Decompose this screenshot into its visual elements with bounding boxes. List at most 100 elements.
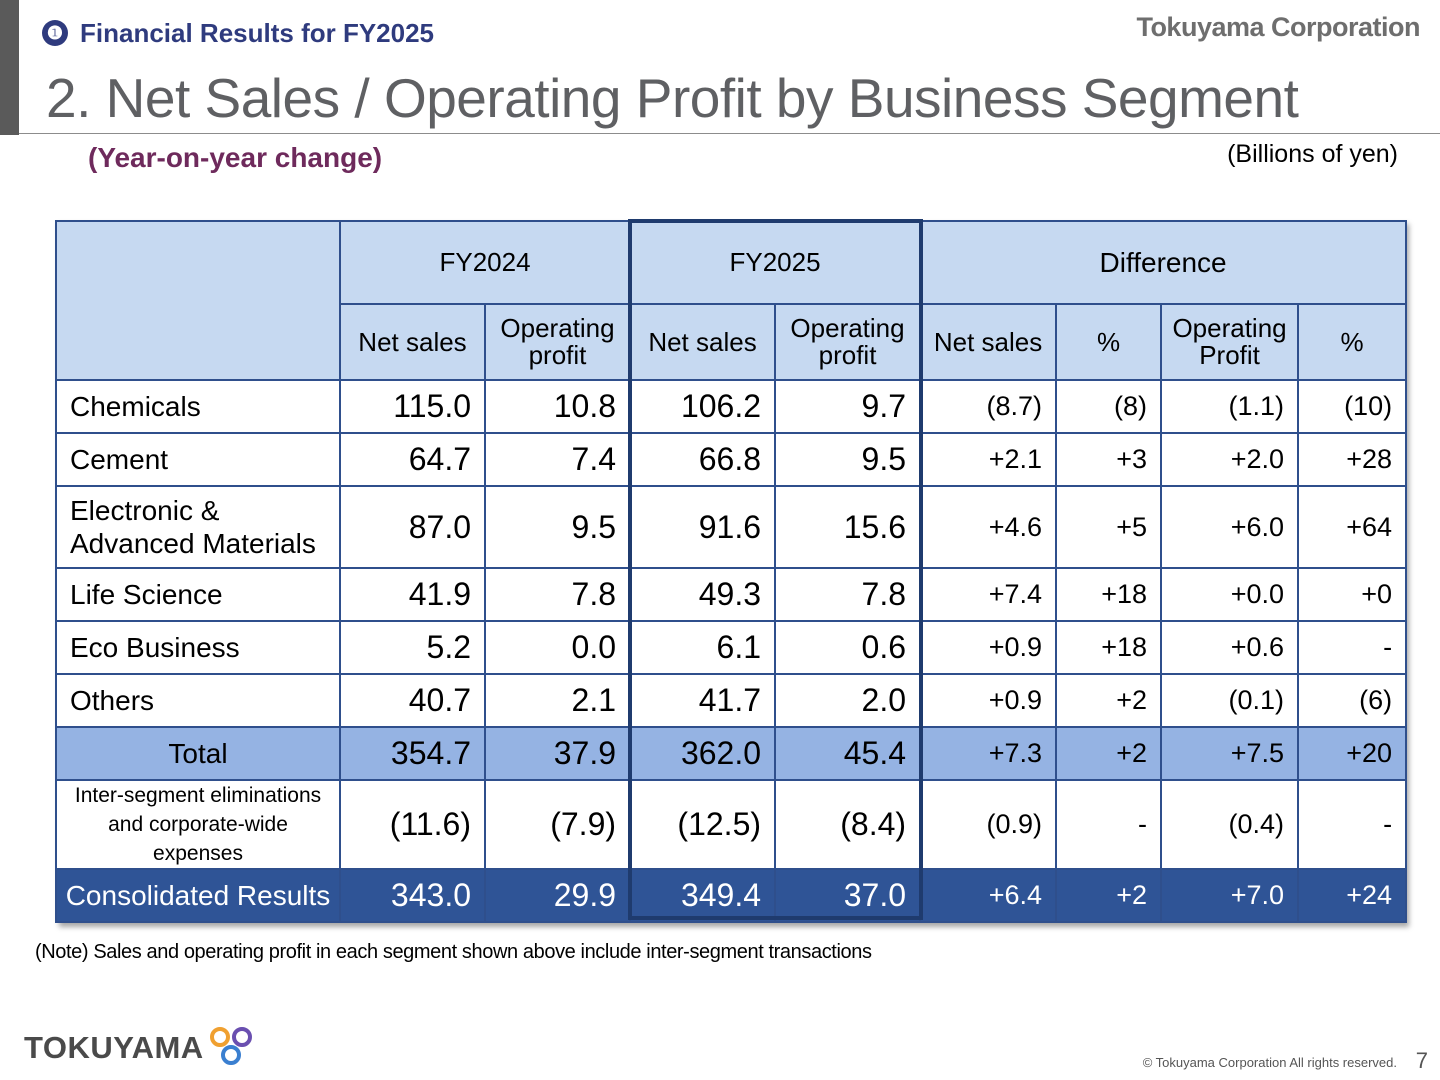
- cell-fy2024-operating-profit: 7.4: [483, 432, 632, 487]
- cell-fy2025-operating-profit: 7.8: [774, 567, 922, 622]
- header-diff-operating-profit-pct: %: [1297, 303, 1408, 381]
- left-accent-bar: [0, 0, 19, 135]
- row-label: Inter-segment eliminations and corporate-…: [55, 779, 341, 870]
- cell-diff-operating-profit: +0.0: [1160, 567, 1300, 622]
- cell-diff-operating-profit-pct: (10): [1297, 379, 1408, 434]
- company-name: Tokuyama Corporation: [1136, 12, 1420, 42]
- cell-diff-net-sales-pct: +2: [1055, 673, 1163, 728]
- row-label-line: Inter-segment eliminations: [74, 784, 322, 807]
- row-label: Total: [55, 726, 341, 781]
- row-others: Others 40.7 2.1 41.7 2.0 +0.9 +2 (0.1) (…: [55, 673, 1408, 728]
- header-row-columns: Net sales Operating profit Net sales Ope…: [56, 303, 1408, 381]
- cell-fy2024-operating-profit: 0.0: [483, 620, 632, 675]
- header-fy2025-net-sales: Net sales: [629, 303, 777, 381]
- cell-diff-operating-profit-pct: -: [1297, 779, 1408, 870]
- cell-diff-net-sales: +0.9: [919, 673, 1058, 728]
- cell-fy2025-net-sales: 91.6: [629, 485, 777, 569]
- row-label: Chemicals: [55, 379, 341, 434]
- cell-fy2025-net-sales: 349.4: [629, 868, 777, 923]
- cell-diff-net-sales: +0.9: [919, 620, 1058, 675]
- row-label-line: Electronic &: [70, 495, 220, 526]
- row-label-line: expenses: [153, 842, 243, 865]
- cell-fy2024-net-sales: 354.7: [339, 726, 486, 781]
- row-electronic-advanced-materials: Electronic & Advanced Materials 87.0 9.5 …: [55, 485, 1408, 569]
- row-label-line: and corporate-wide: [108, 813, 288, 836]
- cell-diff-net-sales: +4.6: [919, 485, 1058, 569]
- header-row-groups: FY2024 FY2025 Difference: [55, 220, 1408, 381]
- cell-fy2025-operating-profit: 0.6: [774, 620, 922, 675]
- cell-fy2024-net-sales: 343.0: [339, 868, 486, 923]
- row-eco-business: Eco Business 5.2 0.0 6.1 0.6 +0.9 +18 +0…: [55, 620, 1408, 675]
- row-label: Life Science: [55, 567, 341, 622]
- cell-diff-operating-profit: (0.4): [1160, 779, 1300, 870]
- cell-fy2025-operating-profit: 45.4: [774, 726, 922, 781]
- cell-fy2025-net-sales: 41.7: [629, 673, 777, 728]
- units-label: (Billions of yen): [1227, 140, 1398, 168]
- header-blank-cell: [55, 220, 341, 381]
- row-label-line: Advanced Materials: [70, 528, 316, 559]
- cell-diff-net-sales-pct: +2: [1055, 868, 1163, 923]
- cell-diff-operating-profit: +2.0: [1160, 432, 1300, 487]
- cell-fy2024-operating-profit: 2.1: [483, 673, 632, 728]
- cell-fy2024-operating-profit: 29.9: [483, 868, 632, 923]
- cell-fy2024-net-sales: 41.9: [339, 567, 486, 622]
- cell-diff-operating-profit-pct: +64: [1297, 485, 1408, 569]
- cell-fy2024-operating-profit: 9.5: [483, 485, 632, 569]
- cell-fy2025-operating-profit: (8.4): [774, 779, 922, 870]
- cell-fy2024-net-sales: 64.7: [339, 432, 486, 487]
- cell-fy2025-operating-profit: 2.0: [774, 673, 922, 728]
- header-fy2025-operating-profit: Operating profit: [774, 303, 922, 381]
- header-diff-operating-profit: Operating Profit: [1160, 303, 1300, 381]
- cell-diff-net-sales-pct: +18: [1055, 620, 1163, 675]
- logo-wordmark: TOKUYAMA: [24, 1030, 204, 1065]
- section-number-badge: ❶: [42, 20, 68, 46]
- header-diff-net-sales-pct: %: [1055, 303, 1163, 381]
- cell-diff-net-sales-pct: +5: [1055, 485, 1163, 569]
- cell-fy2025-net-sales: 6.1: [629, 620, 777, 675]
- row-label: Electronic & Advanced Materials: [55, 485, 341, 569]
- cell-fy2024-net-sales: 40.7: [339, 673, 486, 728]
- cell-diff-operating-profit: (1.1): [1160, 379, 1300, 434]
- header-difference: Difference: [919, 220, 1408, 305]
- header-fy2025: FY2025: [629, 220, 922, 305]
- cell-fy2024-net-sales: (11.6): [339, 779, 486, 870]
- cell-diff-net-sales-pct: +18: [1055, 567, 1163, 622]
- row-label: Eco Business: [55, 620, 341, 675]
- page-number: 7: [1415, 1048, 1428, 1073]
- company-logo: TOKUYAMA: [24, 1025, 258, 1071]
- cell-fy2025-net-sales: 66.8: [629, 432, 777, 487]
- cell-diff-operating-profit: +0.6: [1160, 620, 1300, 675]
- row-chemicals: Chemicals 115.0 10.8 106.2 9.7 (8.7) (8)…: [55, 379, 1408, 434]
- cell-fy2024-net-sales: 115.0: [339, 379, 486, 434]
- segment-table-container: FY2024 FY2025 Difference Net sales Opera…: [55, 220, 1408, 923]
- cell-diff-operating-profit-pct: +0: [1297, 567, 1408, 622]
- row-label: Others: [55, 673, 341, 728]
- cell-fy2025-operating-profit: 15.6: [774, 485, 922, 569]
- row-life-science: Life Science 41.9 7.8 49.3 7.8 +7.4 +18 …: [55, 567, 1408, 622]
- cell-fy2024-operating-profit: (7.9): [483, 779, 632, 870]
- cell-fy2024-net-sales: 87.0: [339, 485, 486, 569]
- copyright-text: © Tokuyama Corporation All rights reserv…: [1142, 1055, 1397, 1070]
- cell-diff-net-sales-pct: (8): [1055, 379, 1163, 434]
- cell-fy2024-operating-profit: 7.8: [483, 567, 632, 622]
- cell-fy2025-net-sales: 49.3: [629, 567, 777, 622]
- cell-diff-net-sales-pct: +2: [1055, 726, 1163, 781]
- cell-diff-operating-profit-pct: +28: [1297, 432, 1408, 487]
- subtitle: (Year-on-year change): [88, 142, 383, 173]
- header-fy2024: FY2024: [338, 220, 632, 305]
- cell-fy2025-operating-profit: 9.5: [774, 432, 922, 487]
- logo-rings-icon: [209, 1027, 252, 1065]
- row-label: Consolidated Results: [55, 868, 341, 923]
- cell-diff-operating-profit-pct: +24: [1297, 868, 1408, 923]
- header-diff-net-sales: Net sales: [919, 303, 1058, 381]
- segment-results-table: FY2024 FY2025 Difference Net sales Opera…: [55, 220, 1408, 923]
- cell-fy2024-operating-profit: 10.8: [483, 379, 632, 434]
- cell-diff-net-sales: +6.4: [919, 868, 1058, 923]
- cell-diff-net-sales-pct: -: [1055, 779, 1163, 870]
- cell-diff-net-sales: +7.3: [919, 726, 1058, 781]
- cell-diff-net-sales: (8.7): [919, 379, 1058, 434]
- row-label: Cement: [55, 432, 341, 487]
- header-divider: [19, 133, 1440, 134]
- row-inter-segment-eliminations: Inter-segment eliminations and corporate-…: [55, 779, 1408, 870]
- page-title: 2. Net Sales / Operating Profit by Busin…: [46, 67, 1299, 129]
